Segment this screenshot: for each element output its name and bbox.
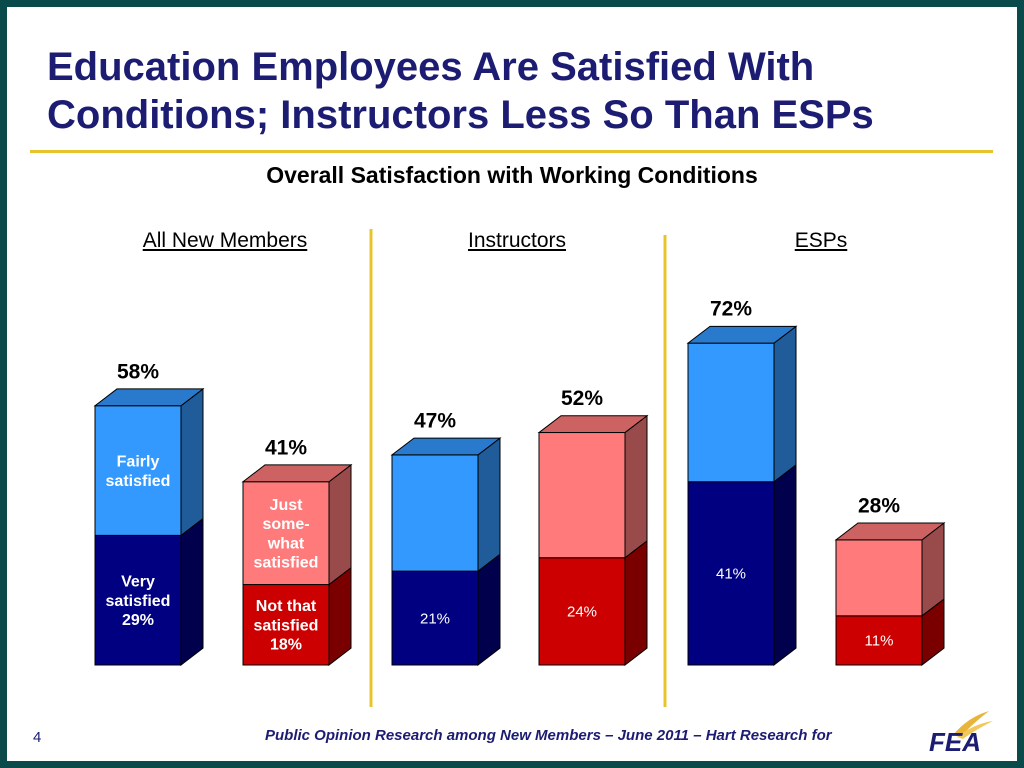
bar-2-top: [390, 437, 502, 456]
bar-4-total-label: 72%: [710, 298, 752, 321]
bar-0-segment-0-side: [180, 517, 204, 667]
bar-1-segment-0-label: Not that satisfied 18%: [254, 598, 319, 653]
title-divider: [30, 150, 993, 153]
title-line-2: Conditions; Instructors Less So Than ESP…: [47, 93, 874, 137]
slide: Education Employees Are Satisfied With C…: [7, 7, 1017, 761]
svg-text:FEA: FEA: [929, 727, 981, 757]
bar-2-total-label: 47%: [414, 409, 456, 432]
group-label-esps: ESPs: [794, 229, 848, 252]
bar-5-segment-0: [835, 615, 923, 666]
bar-5-segment-0-label: 11%: [865, 633, 894, 650]
group-label-instructors: Instructors: [467, 229, 567, 252]
bar-3-segment-0: [538, 557, 626, 666]
bar-0-segment-0: [94, 534, 182, 666]
bar-2-segment-0-label: 21%: [420, 610, 450, 627]
bar-2-segment-1-side: [477, 437, 501, 573]
bar-1-segment-1-side: [328, 463, 352, 586]
bar-0-segment-1: [94, 405, 182, 536]
bar-0-top: [93, 388, 205, 407]
bar-1-segment-1-label: Just some-what satisfied: [254, 497, 319, 572]
bar-4-segment-1-side: [773, 325, 797, 483]
bar-4-segment-0: [687, 481, 775, 666]
bar-5-segment-1: [835, 539, 923, 617]
bar-2-segment-0: [391, 570, 479, 666]
group-label-all-new-members: All New Members: [142, 229, 308, 252]
bar-3-segment-1: [538, 432, 626, 559]
bar-1-top: [241, 464, 353, 483]
bar-3-segment-1-side: [624, 414, 648, 559]
bar-5-total-label: 28%: [858, 494, 900, 517]
bar-3-segment-0-label: 24%: [567, 604, 597, 621]
fea-logo: FEA: [923, 709, 1007, 757]
bar-4-segment-0-side: [773, 463, 797, 667]
bar-1-segment-1: [242, 481, 330, 586]
source-note: Public Opinion Research among New Member…: [265, 727, 832, 744]
bar-0-segment-0-label: Very satisfied 29%: [106, 574, 171, 629]
bar-3-top: [537, 415, 649, 434]
bar-1-segment-0: [242, 584, 330, 666]
chart-title: Overall Satisfaction with Working Condit…: [266, 162, 758, 188]
bar-5-top: [834, 522, 946, 541]
bar-2-segment-0-side: [477, 553, 501, 667]
bar-0-segment-1-label: Fairly satisfied: [106, 454, 171, 490]
title-line-1: Education Employees Are Satisfied With: [47, 45, 815, 89]
bar-4-segment-1: [687, 342, 775, 483]
page-number: 4: [33, 729, 42, 746]
bar-1-total-label: 41%: [265, 436, 307, 459]
bar-4-top: [686, 325, 798, 344]
bar-3-segment-0-side: [624, 539, 648, 667]
page-title: Education Employees Are Satisfied With C…: [47, 43, 1007, 139]
bar-0-segment-1-side: [180, 387, 204, 537]
bar-4-segment-0-label: 41%: [716, 566, 746, 583]
bar-2-segment-1: [391, 454, 479, 572]
stacked-bar-chart: Very satisfied 29% Fairly satisfied 58% Not th…: [93, 229, 946, 707]
bar-3-total-label: 52%: [561, 387, 603, 410]
bar-0-total-label: 58%: [117, 360, 159, 383]
